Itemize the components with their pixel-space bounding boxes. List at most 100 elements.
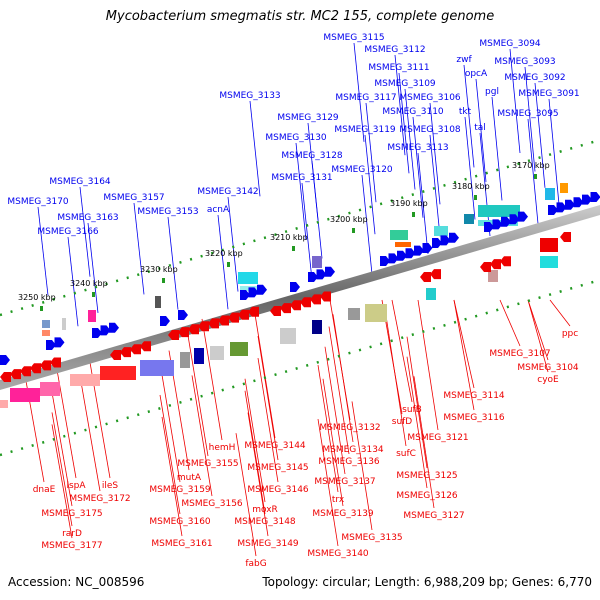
scale-tick-mark [92, 292, 95, 297]
gene-label-reverse: MSMEG_3140 [307, 549, 369, 559]
label-leader-forward [365, 102, 377, 203]
label-leader-reverse [201, 318, 223, 441]
label-leader-forward [394, 54, 406, 156]
label-leader-forward [398, 72, 410, 174]
gene-label-reverse: ileS [102, 481, 119, 491]
label-leader-reverse [159, 362, 181, 483]
gene-label-reverse: MSMEG_3136 [318, 457, 380, 467]
scale-tick-label: 3170 kbp [512, 161, 550, 170]
accession-text: Accession: NC_008596 [8, 575, 145, 589]
feature-box [395, 242, 411, 247]
gene-label-forward: MSMEG_3163 [57, 213, 118, 223]
scale-tick-mark [412, 212, 415, 217]
forward-gene-arrow [240, 290, 250, 300]
feature-box [70, 374, 100, 386]
gene-label-reverse: MSMEG_3139 [312, 509, 374, 519]
gene-label-forward: tal [474, 123, 486, 133]
label-leader-forward [417, 152, 429, 254]
feature-box [210, 346, 224, 360]
feature-box [194, 348, 204, 364]
label-leader-forward [464, 116, 476, 220]
feature-box [312, 256, 322, 268]
gene-label-reverse: trx [332, 495, 345, 505]
gene-label-reverse: MSMEG_3121 [407, 433, 468, 443]
label-leader-forward [491, 96, 503, 201]
scale-tick-label: 3190 kbp [390, 199, 428, 208]
reverse-gene-arrow [168, 330, 179, 340]
label-leader-reverse [254, 314, 276, 439]
feature-box [180, 352, 190, 368]
scale-tick-mark [534, 174, 537, 179]
scale-tick-label: 3250 kbp [18, 293, 56, 302]
label-leader-forward [295, 142, 307, 240]
gene-label-reverse: ppc [562, 329, 578, 339]
forward-gene-arrow [54, 337, 65, 348]
label-leader-forward [37, 206, 49, 296]
label-leader-reverse [351, 401, 373, 531]
forward-gene-arrow [509, 214, 520, 225]
gene-label-forward: MSMEG_3133 [219, 91, 280, 101]
feature-box [540, 238, 558, 252]
gene-label-reverse: hemH [209, 443, 236, 453]
reverse-gene-arrow [20, 366, 31, 377]
feature-box [348, 308, 360, 320]
label-leader-forward [534, 82, 546, 188]
reverse-gene-arrow [280, 303, 291, 314]
label-leader-reverse [453, 299, 475, 389]
label-leader-reverse [328, 326, 350, 455]
gene-label-forward: MSMEG_3115 [323, 33, 384, 43]
gene-label-reverse: sufB [402, 405, 422, 415]
feature-box [230, 342, 248, 356]
gene-label-forward: MSMEG_3129 [277, 113, 339, 123]
gene-label-reverse: dnaE [33, 485, 56, 495]
reverse-gene-arrow [120, 347, 131, 358]
gene-label-forward: MSMEG_3130 [265, 133, 327, 143]
gene-label-reverse: MSMEG_3146 [247, 485, 309, 495]
forward-gene-arrow [178, 310, 188, 320]
feature-box [280, 328, 296, 344]
feature-box [312, 320, 322, 334]
scale-tick-mark [162, 278, 165, 283]
scale-tick-label: 3200 kbp [330, 215, 368, 224]
reverse-gene-arrow [248, 306, 259, 317]
gene-label-forward: MSMEG_3108 [399, 125, 461, 135]
scale-tick-mark [352, 228, 355, 233]
gene-label-reverse: MSMEG_3134 [322, 445, 384, 455]
label-leader-forward [301, 182, 313, 281]
gene-label-reverse: sufD [392, 417, 413, 427]
gene-label-reverse: mutA [177, 473, 202, 483]
genome-summary: Topology: circular; Length: 6,988,209 bp… [262, 575, 592, 589]
forward-gene-arrow [109, 322, 119, 333]
feature-box [62, 318, 66, 330]
label-leader-forward [67, 236, 79, 327]
reverse-gene-arrow [238, 309, 249, 320]
reverse-gene-arrow [228, 312, 239, 323]
label-leader-reverse [324, 346, 346, 475]
reverse-gene-arrow [140, 341, 151, 352]
reverse-gene-arrow [320, 291, 331, 302]
forward-gene-arrow [290, 282, 300, 292]
forward-gene-arrow [325, 266, 335, 277]
gene-label-forward: MSMEG_3153 [137, 207, 198, 217]
reverse-gene-arrow [290, 300, 301, 311]
reverse-gene-arrow [500, 256, 511, 267]
scale-tick-label: 3210 kbp [270, 233, 308, 242]
label-leader-forward [227, 196, 239, 292]
label-leader-reverse [453, 299, 475, 411]
reverse-gene-arrow [110, 350, 121, 360]
reverse-gene-arrow [270, 306, 281, 316]
reverse-gene-arrow [218, 315, 229, 326]
label-leader-forward [463, 64, 475, 168]
gene-label-reverse: MSMEG_3149 [237, 539, 299, 549]
label-leader-forward [509, 48, 521, 154]
gene-label-forward: MSMEG_3131 [271, 173, 332, 183]
label-leader-reverse [332, 314, 354, 443]
reverse-gene-arrow [480, 262, 491, 272]
gene-label-forward: zwf [456, 55, 472, 65]
forward-gene-arrow [397, 250, 407, 261]
feature-box [426, 288, 436, 300]
forward-gene-arrow [432, 238, 442, 248]
reverse-gene-arrow [300, 297, 311, 308]
gene-label-reverse: MSMEG_3144 [244, 441, 306, 451]
label-leader-reverse [317, 419, 339, 547]
